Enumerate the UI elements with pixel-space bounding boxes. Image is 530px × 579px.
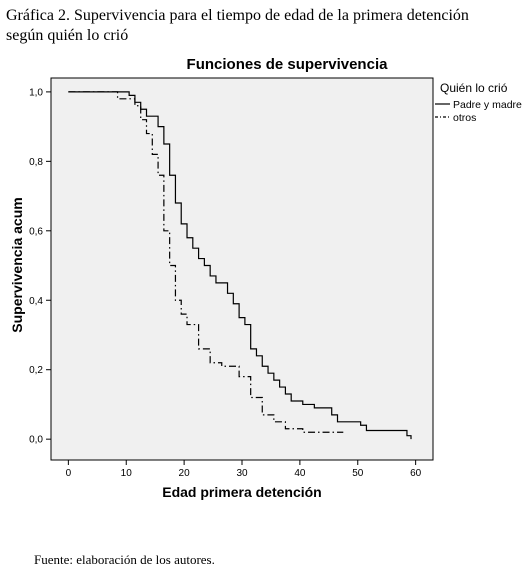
series-line-padre-y-madre — [68, 91, 412, 440]
y-tick-label: 0,0 — [29, 435, 43, 446]
y-axis-label: Supervivencia acum — [9, 197, 25, 332]
figure-caption: Gráfica 2. Supervivencia para el tiempo … — [6, 7, 469, 44]
y-tick-label: 1,0 — [29, 87, 43, 98]
x-tick-label: 60 — [410, 468, 422, 479]
legend-label: otros — [453, 112, 476, 124]
y-tick-label: 0,2 — [29, 365, 43, 376]
plot-area — [50, 77, 434, 461]
x-tick-label: 30 — [236, 468, 248, 479]
figure-source: Fuente: elaboración de los autores. — [34, 552, 215, 567]
x-tick-label: 40 — [294, 468, 306, 479]
x-tick-label: 50 — [352, 468, 364, 479]
x-tick-label: 20 — [179, 468, 191, 479]
x-tick-label: 10 — [121, 468, 133, 479]
y-tick-label: 0,8 — [29, 157, 43, 168]
y-tick-label: 0,4 — [29, 296, 43, 307]
legend-label: Padre y madre — [453, 99, 522, 111]
x-tick-label: 0 — [66, 468, 72, 479]
series-line-otros — [68, 91, 344, 433]
legend-title: Quién lo crió — [440, 81, 508, 95]
x-axis-label: Edad primera detención — [162, 484, 321, 500]
chart-title: Funciones de supervivencia — [187, 56, 389, 73]
y-tick-label: 0,6 — [29, 226, 43, 237]
